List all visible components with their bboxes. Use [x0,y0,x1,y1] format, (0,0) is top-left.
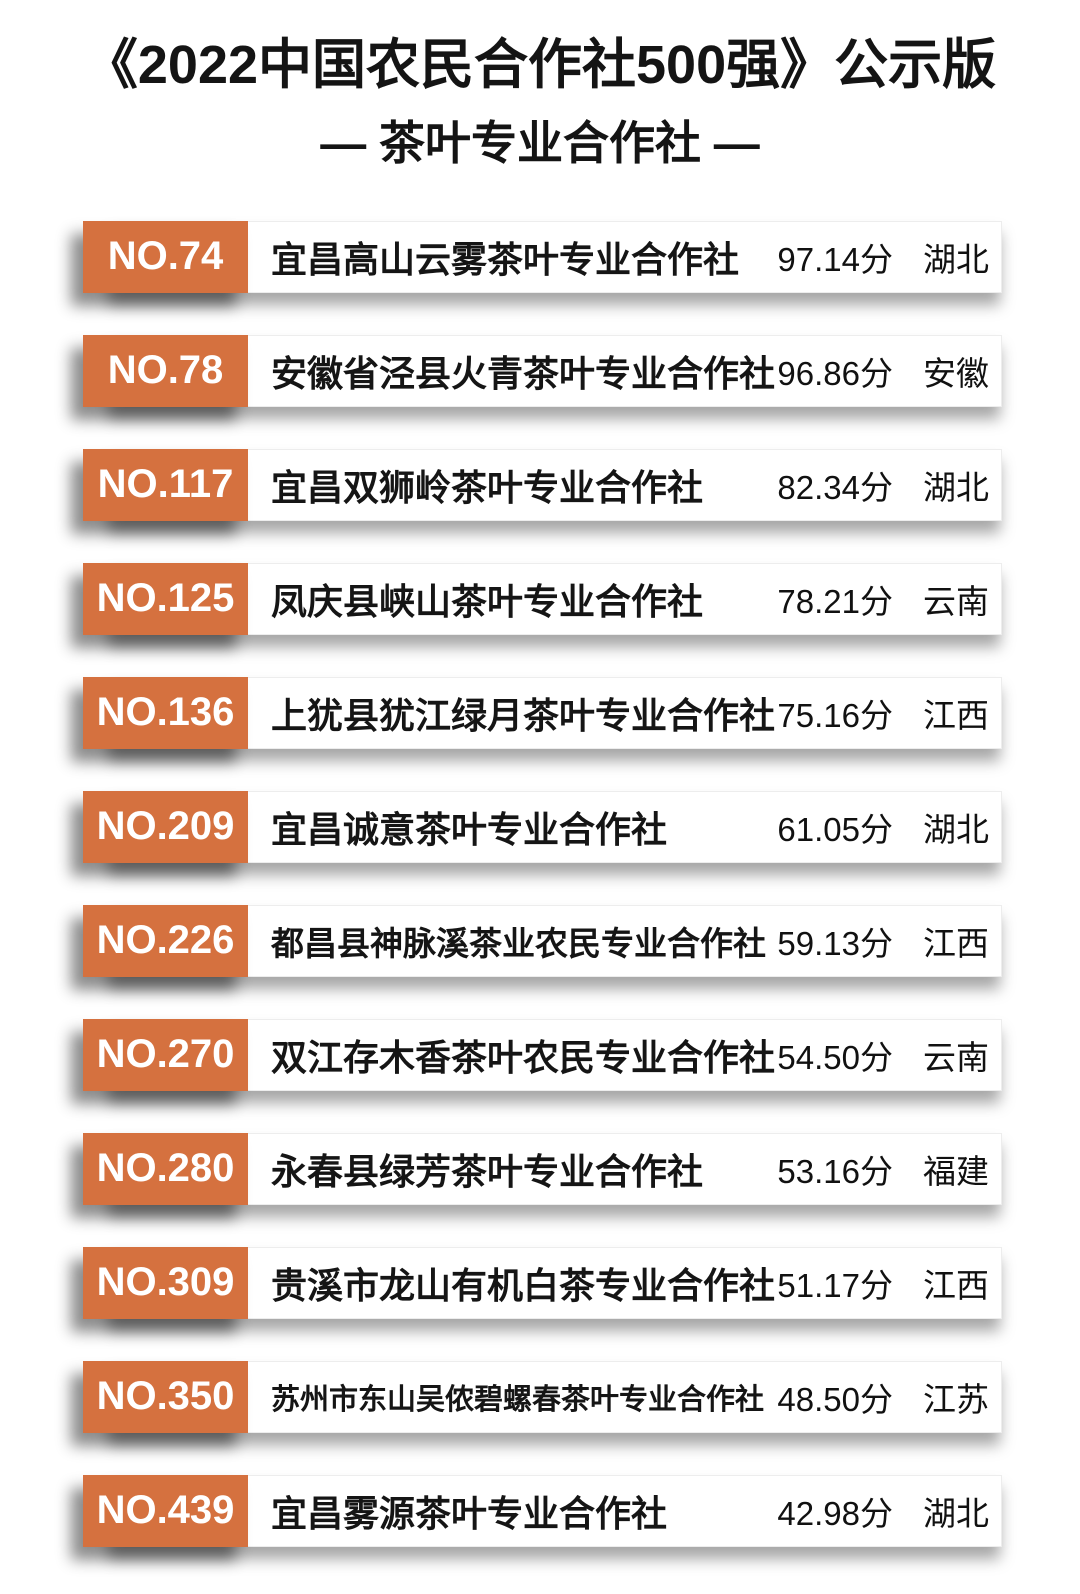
ranking-row: NO.74 宜昌高山云雾茶叶专业合作社 97.14分 湖北 [83,220,1002,293]
ranking-row: NO.309 贵溪市龙山有机白茶专业合作社 51.17分 江西 [83,1246,1002,1319]
ranking-row: NO.117 宜昌双狮岭茶叶专业合作社 82.34分 湖北 [83,448,1002,521]
cooperative-province: 江西 [923,924,989,962]
rank-badge: NO.439 [83,1474,248,1547]
ranking-row: NO.209 宜昌诚意茶叶专业合作社 61.05分 湖北 [83,790,1002,863]
cooperative-score: 54.50分 [777,1038,893,1076]
cooperative-score: 75.16分 [777,696,893,734]
ranking-row: NO.226 都昌县神脉溪茶业农民专业合作社 59.13分 江西 [83,904,1002,977]
ranking-row: NO.439 宜昌雾源茶叶专业合作社 42.98分 湖北 [83,1474,1002,1547]
cooperative-province: 湖北 [923,1494,989,1532]
cooperative-score: 48.50分 [777,1380,893,1418]
cooperative-province: 福建 [923,1152,989,1190]
ranking-row: NO.280 永春县绿芳茶叶专业合作社 53.16分 福建 [83,1132,1002,1205]
rank-badge: NO.125 [83,562,248,635]
ranking-row: NO.350 苏州市东山吴侬碧螺春茶叶专业合作社 48.50分 江苏 [83,1360,1002,1433]
rank-badge: NO.350 [83,1360,248,1433]
page-subtitle: — 茶叶专业合作社 — [320,117,760,170]
cooperative-name: 安徽省泾县火青茶叶专业合作社 [271,352,775,394]
cooperative-name: 宜昌诚意茶叶专业合作社 [271,808,668,850]
cooperative-province: 江西 [923,696,989,734]
cooperative-name: 都昌县神脉溪茶业农民专业合作社 [271,924,766,962]
rank-badge: NO.136 [83,676,248,749]
ranking-row: NO.136 上犹县犹江绿月茶叶专业合作社 75.16分 江西 [83,676,1002,749]
cooperative-score: 78.21分 [777,582,893,620]
ranking-row: NO.78 安徽省泾县火青茶叶专业合作社 96.86分 安徽 [83,334,1002,407]
cooperative-province: 湖北 [923,240,989,278]
rank-badge: NO.270 [83,1018,248,1091]
rank-badge: NO.74 [83,220,248,293]
cooperative-province: 云南 [923,1038,989,1076]
cooperative-name: 贵溪市龙山有机白茶专业合作社 [271,1264,775,1306]
rank-badge: NO.209 [83,790,248,863]
cooperative-name: 凤庆县峡山茶叶专业合作社 [271,580,704,622]
rank-badge: NO.78 [83,334,248,407]
cooperative-score: 42.98分 [777,1494,893,1532]
cooperative-name: 上犹县犹江绿月茶叶专业合作社 [271,694,775,736]
rank-badge: NO.280 [83,1132,248,1205]
cooperative-province: 湖北 [923,468,989,506]
cooperative-name: 宜昌双狮岭茶叶专业合作社 [271,466,704,508]
cooperative-name: 双江存木香茶叶农民专业合作社 [271,1036,775,1078]
cooperative-province: 江苏 [923,1380,989,1418]
ranking-list: NO.74 宜昌高山云雾茶叶专业合作社 97.14分 湖北 NO.78 安徽省泾… [0,220,1080,1547]
rank-badge: NO.117 [83,448,248,521]
cooperative-name: 永春县绿芳茶叶专业合作社 [271,1150,704,1192]
ranking-row: NO.125 凤庆县峡山茶叶专业合作社 78.21分 云南 [83,562,1002,635]
rank-badge: NO.226 [83,904,248,977]
cooperative-province: 湖北 [923,810,989,848]
cooperative-score: 97.14分 [777,240,893,278]
cooperative-name: 宜昌高山云雾茶叶专业合作社 [271,238,740,280]
cooperative-score: 53.16分 [777,1152,893,1190]
cooperative-province: 安徽 [923,354,989,392]
cooperative-name: 苏州市东山吴侬碧螺春茶叶专业合作社 [271,1383,765,1416]
cooperative-score: 82.34分 [777,468,893,506]
ranking-row: NO.270 双江存木香茶叶农民专业合作社 54.50分 云南 [83,1018,1002,1091]
cooperative-province: 云南 [923,582,989,620]
page-title: 《2022中国农民合作社500强》公示版 [83,35,997,95]
cooperative-score: 96.86分 [777,354,893,392]
cooperative-score: 51.17分 [777,1266,893,1304]
rank-badge: NO.309 [83,1246,248,1319]
cooperative-name: 宜昌雾源茶叶专业合作社 [271,1492,668,1534]
cooperative-province: 江西 [923,1266,989,1304]
cooperative-score: 61.05分 [777,810,893,848]
cooperative-score: 59.13分 [777,924,893,962]
